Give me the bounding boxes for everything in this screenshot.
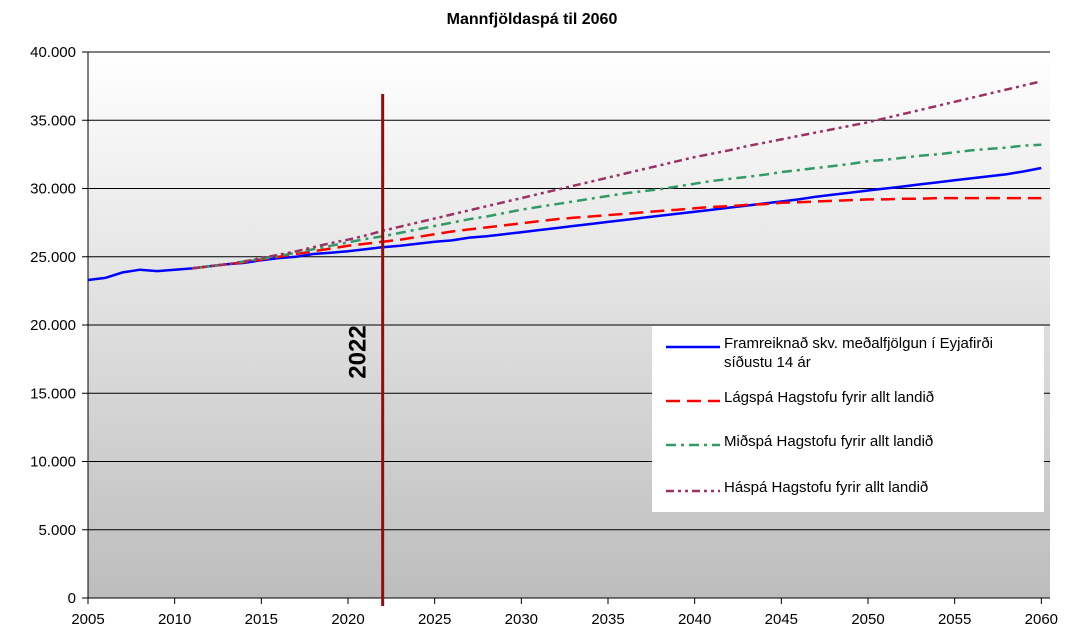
legend-label: Háspá Hagstofu fyrir allt landið	[724, 479, 929, 496]
series-line	[191, 80, 1042, 270]
x-tick-label: 2035	[591, 611, 624, 628]
legend-label: Miðspá Hagstofu fyrir allt landið	[724, 433, 934, 450]
legend-item: Lágspá Hagstofu fyrir allt landið	[652, 388, 1044, 428]
legend-label: Framreiknað skv. meðalfjölgun í Eyjafirð…	[724, 335, 993, 371]
legend-label: Lágspá Hagstofu fyrir allt landið	[724, 389, 935, 406]
x-tick-label: 2010	[158, 611, 191, 628]
x-tick-label: 2060	[1025, 611, 1058, 628]
series-line	[191, 196, 1042, 270]
y-tick-label: 5.000	[38, 522, 76, 539]
x-tick-label: 2040	[678, 611, 711, 628]
y-tick-label: 25.000	[30, 249, 76, 266]
x-tick-label: 2005	[71, 611, 104, 628]
x-tick-label: 2055	[938, 611, 971, 628]
y-tick-label: 20.000	[30, 317, 76, 334]
x-tick-label: 2050	[851, 611, 884, 628]
legend-item: Háspá Hagstofu fyrir allt landið	[652, 478, 1044, 518]
series-line	[191, 143, 1042, 270]
legend-swatch	[666, 345, 720, 349]
y-tick-label: 0	[68, 590, 76, 607]
x-tick-label: 2015	[245, 611, 278, 628]
legend: Framreiknað skv. meðalfjölgun í Eyjafirð…	[652, 326, 1044, 512]
y-tick-label: 35.000	[30, 112, 76, 129]
legend-swatch	[666, 443, 720, 447]
x-tick-label: 2025	[418, 611, 451, 628]
x-tick-label: 2030	[505, 611, 538, 628]
y-tick-label: 15.000	[30, 385, 76, 402]
legend-swatch	[666, 489, 720, 493]
legend-item: Miðspá Hagstofu fyrir allt landið	[652, 432, 1044, 472]
x-tick-label: 2020	[331, 611, 364, 628]
legend-item: Framreiknað skv. meðalfjölgun í Eyjafirð…	[652, 334, 1044, 374]
x-tick-label: 2045	[765, 611, 798, 628]
y-tick-label: 30.000	[30, 181, 76, 198]
y-tick-label: 10.000	[30, 454, 76, 471]
marker-label: 2022	[345, 325, 372, 378]
y-tick-label: 40.000	[30, 44, 76, 61]
chart-title: Mannfjöldaspá til 2060	[447, 11, 618, 28]
legend-swatch	[666, 399, 720, 403]
